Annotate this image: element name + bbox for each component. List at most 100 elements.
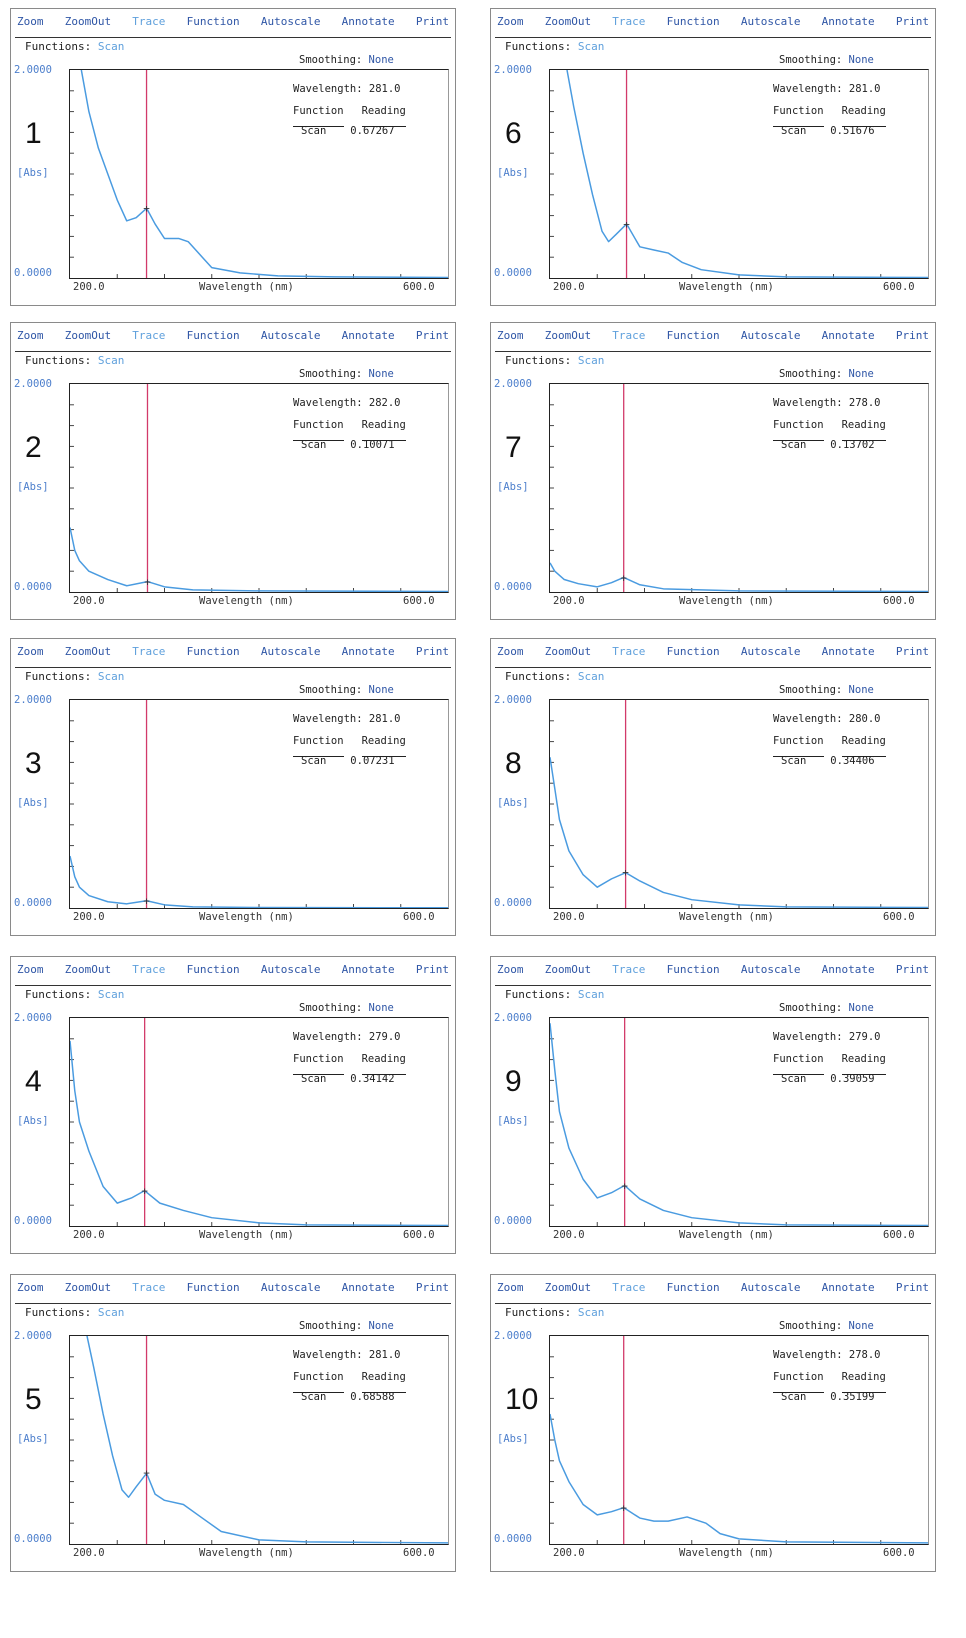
plot-area[interactable]: + xyxy=(69,69,449,279)
menu-annotate[interactable]: Annotate xyxy=(341,15,395,28)
menu-autoscale[interactable]: Autoscale xyxy=(740,1281,801,1294)
menu-zoomout[interactable]: ZoomOut xyxy=(64,645,112,658)
menu-trace[interactable]: Trace xyxy=(612,329,646,342)
menu-zoomout[interactable]: ZoomOut xyxy=(544,329,592,342)
menu-annotate[interactable]: Annotate xyxy=(341,963,395,976)
menu-print[interactable]: Print xyxy=(895,329,929,342)
menu-print[interactable]: Print xyxy=(415,645,449,658)
menu-print[interactable]: Print xyxy=(895,15,929,28)
menu-trace[interactable]: Trace xyxy=(612,645,646,658)
menu-autoscale[interactable]: Autoscale xyxy=(260,329,321,342)
functions-value[interactable]: Scan xyxy=(577,988,605,1001)
menu-print[interactable]: Print xyxy=(895,963,929,976)
menu-zoomout[interactable]: ZoomOut xyxy=(64,15,112,28)
menu-function[interactable]: Function xyxy=(186,15,240,28)
menu-zoomout[interactable]: ZoomOut xyxy=(64,1281,112,1294)
menu-annotate[interactable]: Annotate xyxy=(341,645,395,658)
functions-value[interactable]: Scan xyxy=(577,40,605,53)
menu-trace[interactable]: Trace xyxy=(132,15,166,28)
menu-zoomout[interactable]: ZoomOut xyxy=(544,1281,592,1294)
menu-zoom[interactable]: Zoom xyxy=(17,645,44,658)
menu-zoom[interactable]: Zoom xyxy=(497,963,524,976)
smoothing-value[interactable]: None xyxy=(848,1002,874,1014)
menu-print[interactable]: Print xyxy=(415,1281,449,1294)
menu-autoscale[interactable]: Autoscale xyxy=(740,15,801,28)
plot-area[interactable]: + xyxy=(69,699,449,909)
plot-area[interactable]: + xyxy=(549,383,929,593)
menu-trace[interactable]: Trace xyxy=(612,1281,646,1294)
menu-function[interactable]: Function xyxy=(186,645,240,658)
menu-annotate[interactable]: Annotate xyxy=(821,1281,875,1294)
menu-zoom[interactable]: Zoom xyxy=(497,15,524,28)
menu-function[interactable]: Function xyxy=(666,963,720,976)
menu-trace[interactable]: Trace xyxy=(132,329,166,342)
smoothing-value[interactable]: None xyxy=(848,368,874,380)
menu-function[interactable]: Function xyxy=(186,1281,240,1294)
smoothing-value[interactable]: None xyxy=(848,684,874,696)
menu-trace[interactable]: Trace xyxy=(612,963,646,976)
menu-zoom[interactable]: Zoom xyxy=(17,329,44,342)
plot-area[interactable]: + xyxy=(69,383,449,593)
menu-zoomout[interactable]: ZoomOut xyxy=(544,645,592,658)
menu-print[interactable]: Print xyxy=(895,645,929,658)
plot-area[interactable]: + xyxy=(549,1017,929,1227)
functions-value[interactable]: Scan xyxy=(97,988,125,1001)
menu-print[interactable]: Print xyxy=(415,963,449,976)
menu-zoomout[interactable]: ZoomOut xyxy=(64,963,112,976)
menu-function[interactable]: Function xyxy=(666,329,720,342)
menu-zoom[interactable]: Zoom xyxy=(497,645,524,658)
menu-autoscale[interactable]: Autoscale xyxy=(260,645,321,658)
menu-trace[interactable]: Trace xyxy=(132,963,166,976)
smoothing-value[interactable]: None xyxy=(368,54,394,66)
menu-trace[interactable]: Trace xyxy=(132,645,166,658)
functions-value[interactable]: Scan xyxy=(577,1306,605,1319)
functions-value[interactable]: Scan xyxy=(577,354,605,367)
smoothing-value[interactable]: None xyxy=(848,54,874,66)
functions-value[interactable]: Scan xyxy=(97,354,125,367)
menu-autoscale[interactable]: Autoscale xyxy=(260,15,321,28)
menu-autoscale[interactable]: Autoscale xyxy=(740,329,801,342)
menu-trace[interactable]: Trace xyxy=(132,1281,166,1294)
menu-function[interactable]: Function xyxy=(666,15,720,28)
menu-zoomout[interactable]: ZoomOut xyxy=(64,329,112,342)
menu-trace[interactable]: Trace xyxy=(612,15,646,28)
menu-function[interactable]: Function xyxy=(666,1281,720,1294)
menu-zoomout[interactable]: ZoomOut xyxy=(544,15,592,28)
menu-annotate[interactable]: Annotate xyxy=(821,329,875,342)
menu-annotate[interactable]: Annotate xyxy=(341,329,395,342)
menu-annotate[interactable]: Annotate xyxy=(821,645,875,658)
menu-function[interactable]: Function xyxy=(186,963,240,976)
menu-zoom[interactable]: Zoom xyxy=(17,15,44,28)
smoothing-value[interactable]: None xyxy=(368,1002,394,1014)
smoothing-value[interactable]: None xyxy=(368,684,394,696)
plot-area[interactable]: + xyxy=(69,1017,449,1227)
menu-autoscale[interactable]: Autoscale xyxy=(740,645,801,658)
functions-value[interactable]: Scan xyxy=(97,40,125,53)
plot-area[interactable]: + xyxy=(549,1335,929,1545)
smoothing-value[interactable]: None xyxy=(368,1320,394,1332)
menu-annotate[interactable]: Annotate xyxy=(821,963,875,976)
menu-autoscale[interactable]: Autoscale xyxy=(740,963,801,976)
menu-function[interactable]: Function xyxy=(186,329,240,342)
menu-autoscale[interactable]: Autoscale xyxy=(260,963,321,976)
menu-annotate[interactable]: Annotate xyxy=(821,15,875,28)
menu-autoscale[interactable]: Autoscale xyxy=(260,1281,321,1294)
menu-zoom[interactable]: Zoom xyxy=(17,1281,44,1294)
plot-area[interactable]: + xyxy=(69,1335,449,1545)
plot-area[interactable]: + xyxy=(549,699,929,909)
functions-value[interactable]: Scan xyxy=(577,670,605,683)
menu-print[interactable]: Print xyxy=(895,1281,929,1294)
smoothing-value[interactable]: None xyxy=(368,368,394,380)
functions-value[interactable]: Scan xyxy=(97,670,125,683)
menu-zoom[interactable]: Zoom xyxy=(497,329,524,342)
functions-value[interactable]: Scan xyxy=(97,1306,125,1319)
menu-zoom[interactable]: Zoom xyxy=(17,963,44,976)
plot-area[interactable]: + xyxy=(549,69,929,279)
menu-function[interactable]: Function xyxy=(666,645,720,658)
menu-annotate[interactable]: Annotate xyxy=(341,1281,395,1294)
menu-print[interactable]: Print xyxy=(415,329,449,342)
menu-zoomout[interactable]: ZoomOut xyxy=(544,963,592,976)
menu-zoom[interactable]: Zoom xyxy=(497,1281,524,1294)
smoothing-value[interactable]: None xyxy=(848,1320,874,1332)
menu-print[interactable]: Print xyxy=(415,15,449,28)
